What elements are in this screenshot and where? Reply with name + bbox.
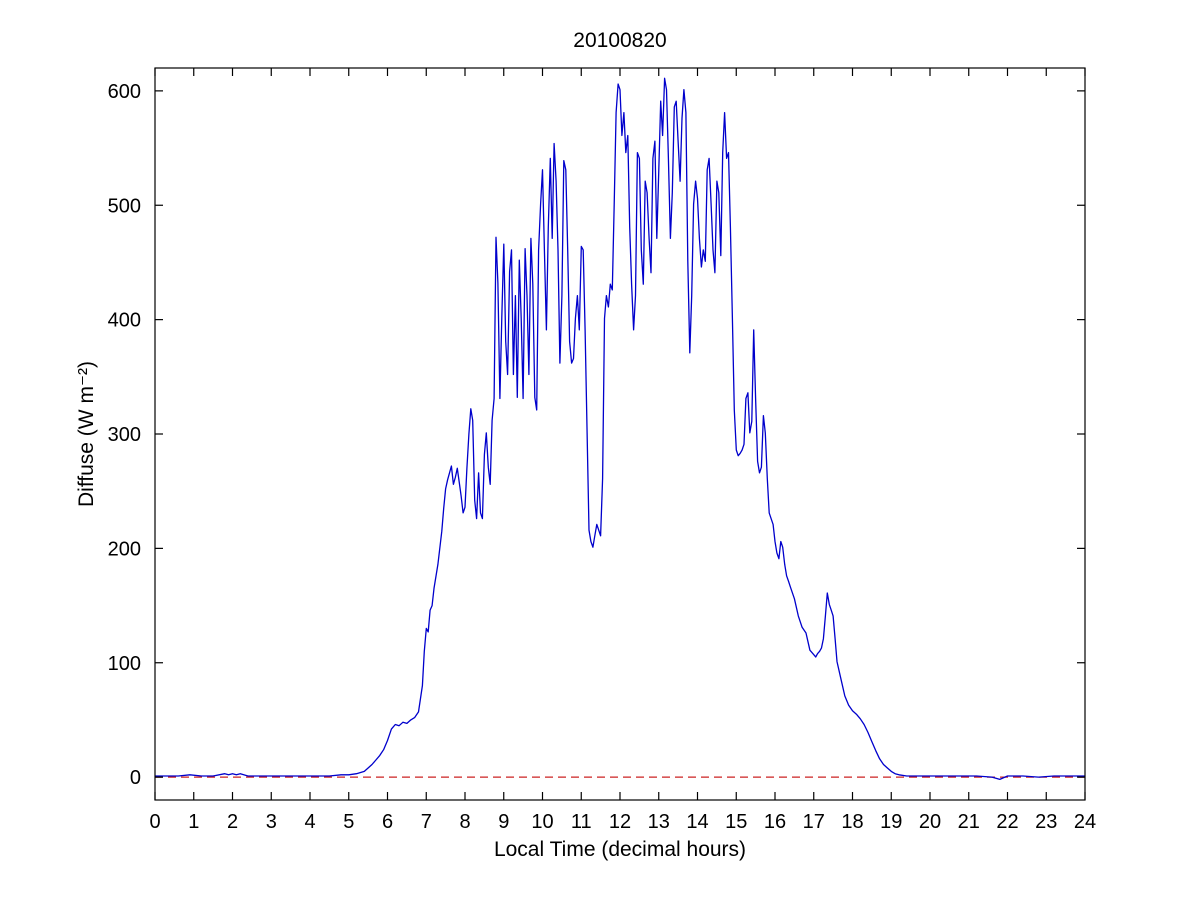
tick-label-layer: 0 1 2 3 4 5 6 7 8 9 10 11 12 13 14 15 16 17 18 19 20 21 22 23 24… [108, 81, 1097, 833]
x-tick-label: 21 [958, 811, 980, 833]
x-axis-label: Local Time (decimal hours) [494, 838, 746, 861]
x-tick-label: 10 [531, 811, 553, 833]
x-tick-label: 7 [421, 811, 432, 833]
x-tick-label: 20 [919, 811, 941, 833]
x-tick-label: 1 [188, 811, 199, 833]
y-tick-label: 400 [108, 310, 141, 332]
y-tick-label: 300 [108, 424, 141, 446]
x-tick-label: 2 [227, 811, 238, 833]
x-tick-label: 4 [304, 811, 315, 833]
x-tick-label: 23 [1035, 811, 1057, 833]
chart-title: 20100820 [573, 29, 666, 52]
x-tick-label: 19 [880, 811, 902, 833]
series-layer [155, 77, 1085, 781]
x-tick-label: 9 [498, 811, 509, 833]
x-tick-label: 12 [609, 811, 631, 833]
y-tick-label: 500 [108, 195, 141, 217]
x-tick-label: 14 [686, 811, 708, 833]
x-tick-label: 8 [459, 811, 470, 833]
y-axis-label: Diffuse (W m⁻²) [75, 361, 98, 507]
y-tick-label: 0 [130, 767, 141, 789]
y-tick-label: 100 [108, 653, 141, 675]
y-tick-label: 600 [108, 81, 141, 103]
x-tick-label: 0 [149, 811, 160, 833]
x-tick-label: 22 [996, 811, 1018, 833]
x-tick-label: 18 [841, 811, 863, 833]
y-tick-label: 200 [108, 538, 141, 560]
x-tick-label: 5 [343, 811, 354, 833]
x-tick-label: 15 [725, 811, 747, 833]
x-tick-label: 17 [803, 811, 825, 833]
tick-layer [154, 68, 1086, 800]
x-tick-label: 16 [764, 811, 786, 833]
x-tick-label: 3 [266, 811, 277, 833]
diffuse-line [155, 77, 1085, 781]
x-tick-label: 6 [382, 811, 393, 833]
x-tick-label: 11 [571, 811, 592, 833]
x-tick-label: 24 [1074, 811, 1096, 833]
x-tick-label: 13 [648, 811, 670, 833]
